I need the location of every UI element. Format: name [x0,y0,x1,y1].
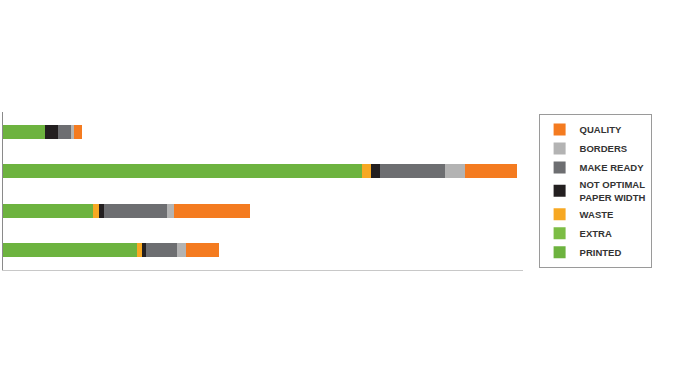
svg-text:NOT OPTIMALPAPER WIDTH: NOT OPTIMALPAPER WIDTH [580,179,646,202]
svg-text:WASTE: WASTE [580,209,614,220]
svg-text:BORDERS: BORDERS [580,143,628,154]
svg-text:EXTRA: EXTRA [580,228,612,239]
svg-text:QUALITY: QUALITY [580,124,622,135]
svg-text:PRINTED: PRINTED [580,247,622,258]
svg-text:MAKE READY: MAKE READY [580,162,645,173]
